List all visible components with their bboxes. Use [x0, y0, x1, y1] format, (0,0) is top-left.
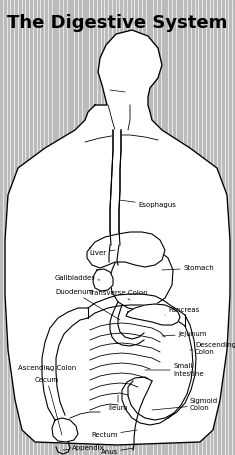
Text: Gallbladder: Gallbladder — [55, 275, 100, 281]
Polygon shape — [93, 269, 113, 291]
Bar — [158, 0, 160, 455]
Bar — [165, 0, 167, 455]
Bar — [79, 0, 81, 455]
Bar — [49, 0, 51, 455]
Bar — [120, 0, 122, 455]
Bar — [75, 0, 77, 455]
Bar — [150, 0, 152, 455]
Bar — [0, 0, 2, 455]
Bar — [233, 0, 235, 455]
Bar — [139, 0, 141, 455]
Bar — [207, 0, 209, 455]
Bar — [173, 0, 175, 455]
Text: Sigmoid
Colon: Sigmoid Colon — [152, 399, 218, 411]
Bar — [4, 0, 6, 455]
Bar — [26, 0, 28, 455]
Text: Appendix: Appendix — [63, 445, 104, 451]
Bar — [177, 0, 179, 455]
Bar — [196, 0, 197, 455]
Bar — [11, 0, 13, 455]
Text: Liver: Liver — [90, 250, 115, 256]
Bar — [199, 0, 201, 455]
Text: Esophagus: Esophagus — [119, 200, 176, 208]
Bar — [154, 0, 156, 455]
Bar — [45, 0, 47, 455]
Bar — [162, 0, 164, 455]
Bar — [128, 0, 130, 455]
Bar — [117, 0, 118, 455]
Bar — [68, 0, 70, 455]
Bar — [135, 0, 137, 455]
Bar — [147, 0, 149, 455]
Bar — [192, 0, 194, 455]
Text: Descending
Colon: Descending Colon — [190, 342, 235, 354]
Text: Duodenum: Duodenum — [55, 289, 120, 320]
Bar — [180, 0, 182, 455]
Bar — [83, 0, 85, 455]
Text: Ascending Colon: Ascending Colon — [18, 365, 76, 371]
Bar — [169, 0, 171, 455]
Text: Stomach: Stomach — [162, 265, 214, 271]
Bar — [90, 0, 92, 455]
Bar — [98, 0, 100, 455]
Bar — [211, 0, 212, 455]
Bar — [30, 0, 32, 455]
Bar — [94, 0, 96, 455]
Text: Ileum: Ileum — [108, 395, 128, 411]
Polygon shape — [5, 30, 230, 445]
Polygon shape — [126, 304, 180, 325]
Bar — [226, 0, 227, 455]
Bar — [222, 0, 224, 455]
Bar — [38, 0, 39, 455]
Bar — [34, 0, 36, 455]
Bar — [124, 0, 126, 455]
Bar — [188, 0, 190, 455]
Bar — [64, 0, 66, 455]
Bar — [109, 0, 111, 455]
Bar — [132, 0, 133, 455]
Bar — [19, 0, 21, 455]
Text: Jejunum: Jejunum — [162, 331, 207, 337]
Bar — [23, 0, 24, 455]
Bar — [56, 0, 58, 455]
Bar — [86, 0, 88, 455]
Text: Anus: Anus — [101, 448, 134, 455]
Bar — [15, 0, 17, 455]
Bar — [105, 0, 107, 455]
Bar — [214, 0, 216, 455]
Bar — [8, 0, 9, 455]
Bar — [113, 0, 115, 455]
Polygon shape — [87, 232, 165, 268]
Text: Cecum: Cecum — [35, 377, 62, 435]
Bar — [102, 0, 103, 455]
Polygon shape — [52, 418, 78, 442]
Text: Rectum: Rectum — [91, 430, 137, 438]
Text: Pancreas: Pancreas — [165, 307, 199, 315]
Polygon shape — [110, 248, 173, 310]
Bar — [41, 0, 43, 455]
Bar — [60, 0, 62, 455]
Text: Transverse Colon: Transverse Colon — [88, 290, 148, 300]
Bar — [53, 0, 55, 455]
Bar — [229, 0, 231, 455]
Bar — [218, 0, 220, 455]
Bar — [184, 0, 186, 455]
Polygon shape — [110, 130, 121, 245]
Bar — [71, 0, 73, 455]
Text: The Digestive System: The Digestive System — [7, 14, 227, 32]
Bar — [143, 0, 145, 455]
Bar — [203, 0, 205, 455]
Text: Small
Intestine: Small Intestine — [145, 364, 204, 376]
